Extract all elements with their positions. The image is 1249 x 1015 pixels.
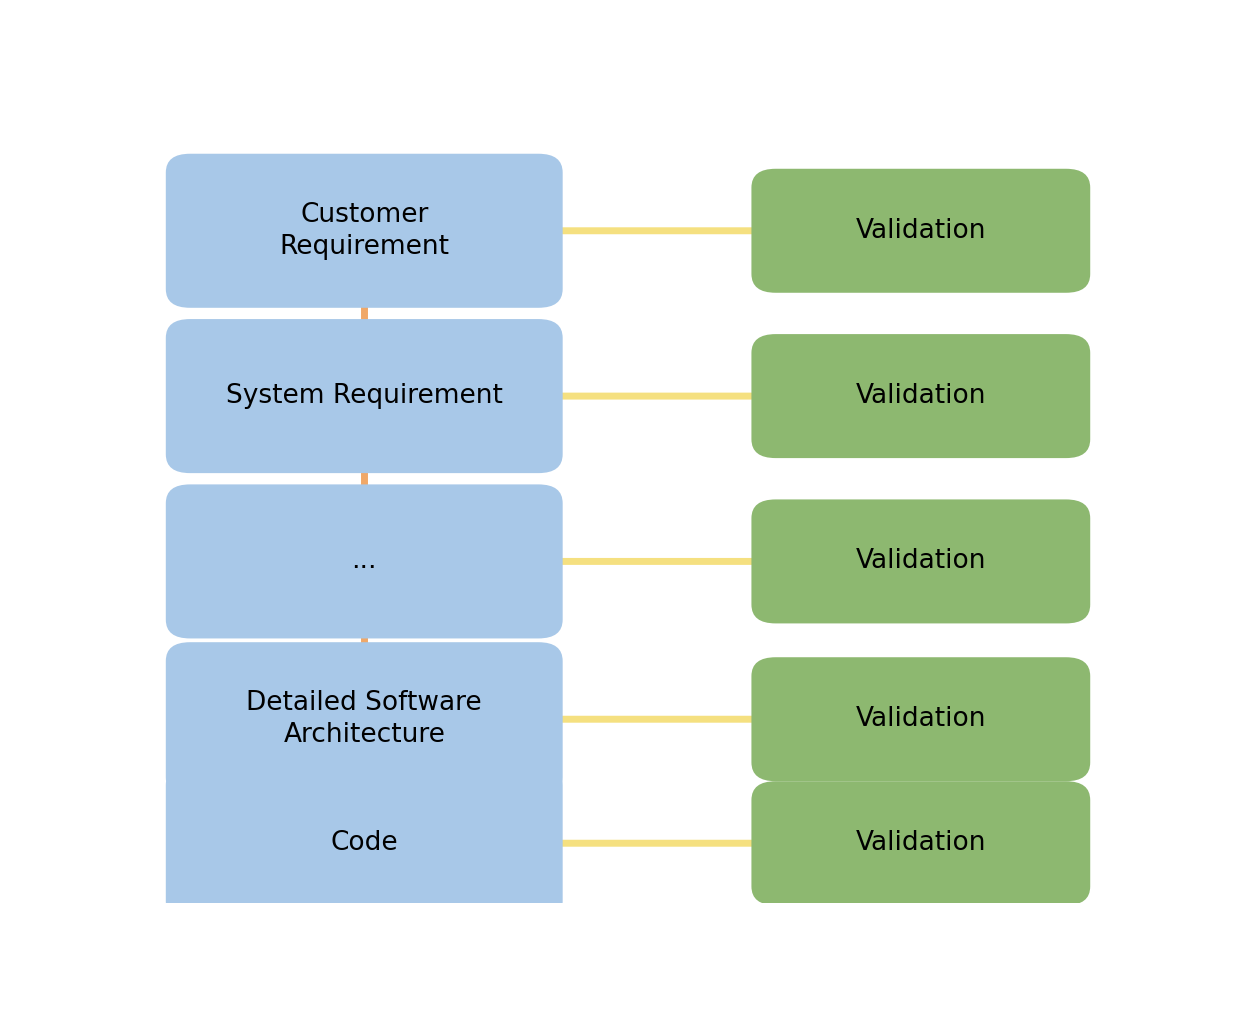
FancyBboxPatch shape [752, 782, 1090, 905]
Text: Validation: Validation [856, 218, 985, 244]
Text: Validation: Validation [856, 548, 985, 574]
Text: Validation: Validation [856, 706, 985, 732]
Text: Validation: Validation [856, 830, 985, 857]
FancyBboxPatch shape [752, 499, 1090, 623]
Text: Detailed Software
Architecture: Detailed Software Architecture [246, 690, 482, 748]
FancyBboxPatch shape [752, 334, 1090, 458]
FancyBboxPatch shape [166, 484, 562, 638]
Text: System Requirement: System Requirement [226, 383, 502, 409]
FancyBboxPatch shape [166, 766, 562, 921]
FancyBboxPatch shape [166, 153, 562, 308]
Text: Customer
Requirement: Customer Requirement [280, 202, 450, 260]
FancyBboxPatch shape [752, 658, 1090, 782]
FancyBboxPatch shape [166, 319, 562, 473]
Text: Code: Code [331, 830, 398, 857]
FancyBboxPatch shape [166, 642, 562, 796]
Text: ...: ... [351, 548, 377, 574]
FancyBboxPatch shape [752, 168, 1090, 292]
Text: Validation: Validation [856, 383, 985, 409]
